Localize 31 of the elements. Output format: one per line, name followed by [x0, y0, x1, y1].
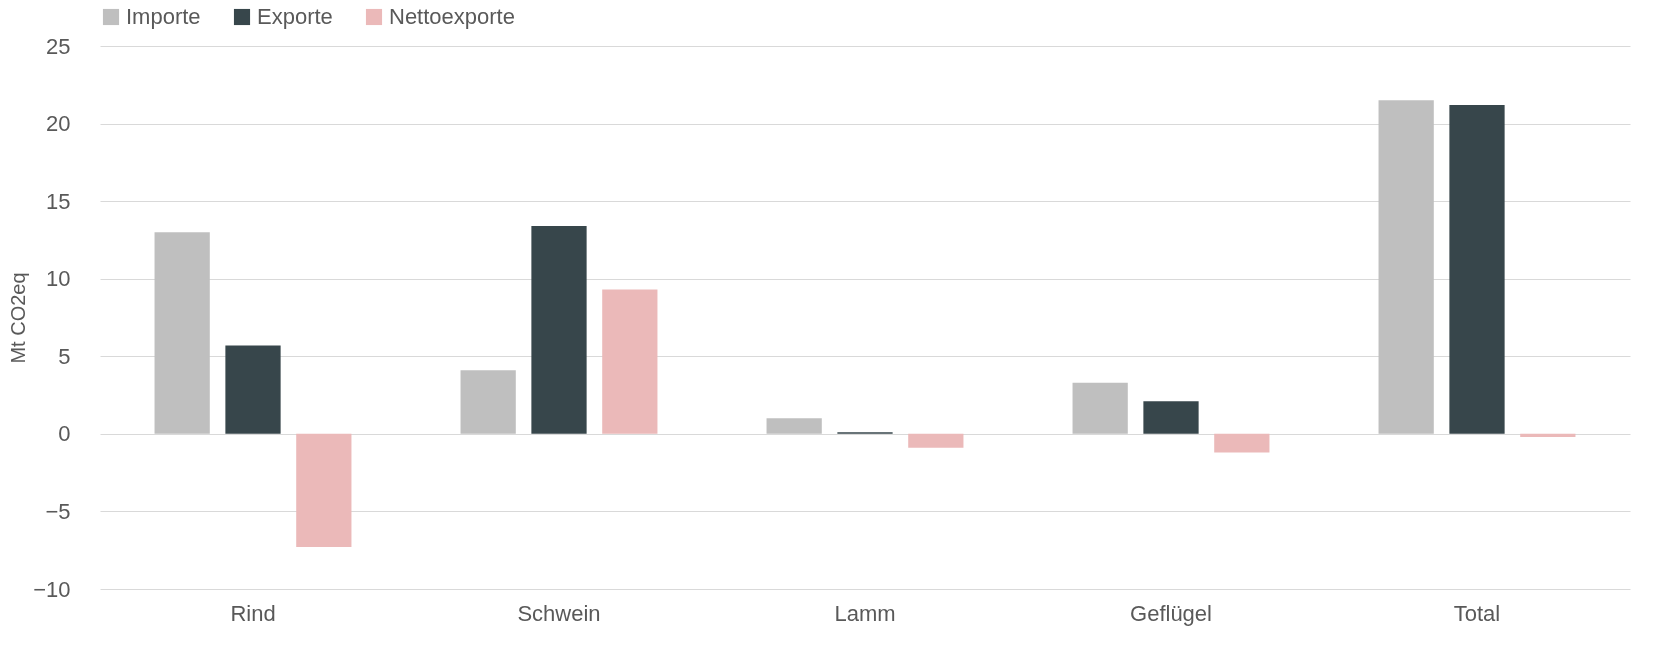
bar [460, 370, 516, 434]
bar [296, 433, 352, 548]
bar [1378, 100, 1434, 434]
legend-label: Nettoexporte [389, 4, 515, 29]
x-tick-label: Total [1453, 600, 1501, 626]
y-tick-label: 15 [46, 188, 71, 214]
bar [154, 232, 210, 434]
x-tick-label: Schwein [517, 600, 601, 626]
y-tick-label: 0 [58, 421, 71, 447]
legend-label: Importe [126, 4, 201, 29]
y-axis-title: Mt CO2eq [7, 272, 30, 364]
bar [766, 418, 822, 434]
y-tick-label: 10 [46, 266, 71, 292]
bar [1072, 382, 1128, 434]
y-tick-label: −5 [45, 498, 71, 524]
bar [1214, 433, 1270, 453]
y-tick-label: 25 [46, 33, 71, 59]
x-tick-label: Geflügel [1130, 600, 1212, 626]
x-tick-label: Lamm [834, 600, 896, 626]
bar [908, 433, 964, 448]
bar [1449, 104, 1505, 434]
y-tick-label: −10 [33, 576, 71, 602]
bar [602, 289, 658, 434]
bar [1520, 433, 1576, 437]
bar [531, 225, 587, 434]
y-tick-label: 20 [46, 111, 71, 137]
legend-label: Exporte [257, 4, 333, 29]
y-tick-label: 5 [58, 343, 71, 369]
bar [225, 345, 281, 434]
x-tick-label: Rind [230, 600, 276, 626]
bar [1143, 401, 1199, 434]
